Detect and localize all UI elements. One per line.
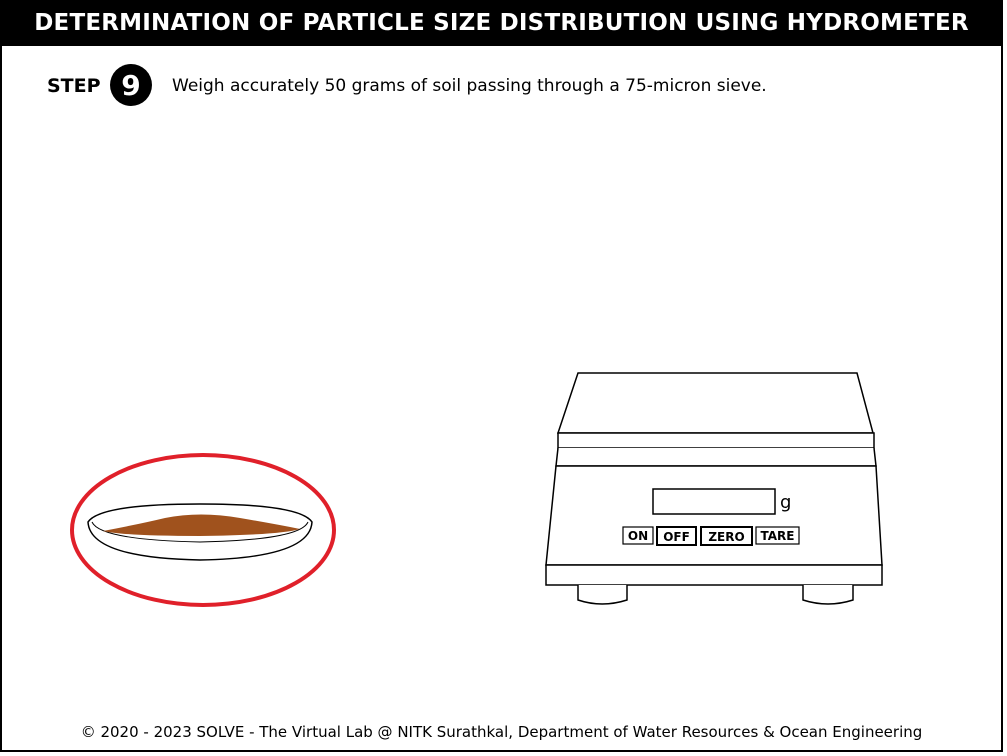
balance-plate-edge xyxy=(557,432,875,449)
soil-dish[interactable] xyxy=(70,453,336,607)
balance-off-button[interactable]: OFF xyxy=(656,526,697,546)
step-number-badge: 9 xyxy=(110,64,152,106)
balance-foot-right xyxy=(802,585,854,605)
zero-button-label: ZERO xyxy=(708,530,744,544)
balance-on-button[interactable]: ON xyxy=(622,526,654,545)
balance-foot-left xyxy=(577,585,628,605)
on-button-label: ON xyxy=(628,529,648,543)
balance-neck xyxy=(555,447,877,467)
balance-tare-button[interactable]: TARE xyxy=(755,526,800,545)
tare-button-label: TARE xyxy=(761,529,795,543)
balance-top-plate[interactable] xyxy=(556,372,874,434)
step-label: STEP xyxy=(47,75,101,97)
balance-display xyxy=(652,488,776,515)
balance-body xyxy=(545,465,883,566)
footer-copyright: © 2020 - 2023 SOLVE - The Virtual Lab @ … xyxy=(80,723,923,741)
balance-base xyxy=(545,564,883,586)
step-instruction: Weigh accurately 50 grams of soil passin… xyxy=(172,76,767,96)
off-button-label: OFF xyxy=(663,530,690,544)
balance-zero-button[interactable]: ZERO xyxy=(700,526,753,546)
weighing-balance: g ON OFF ZERO TARE xyxy=(545,372,883,605)
soil-sample xyxy=(103,514,300,536)
balance-unit: g xyxy=(780,492,791,513)
page-title: DETERMINATION OF PARTICLE SIZE DISTRIBUT… xyxy=(0,0,1003,46)
dish-highlight-ring xyxy=(70,453,336,607)
